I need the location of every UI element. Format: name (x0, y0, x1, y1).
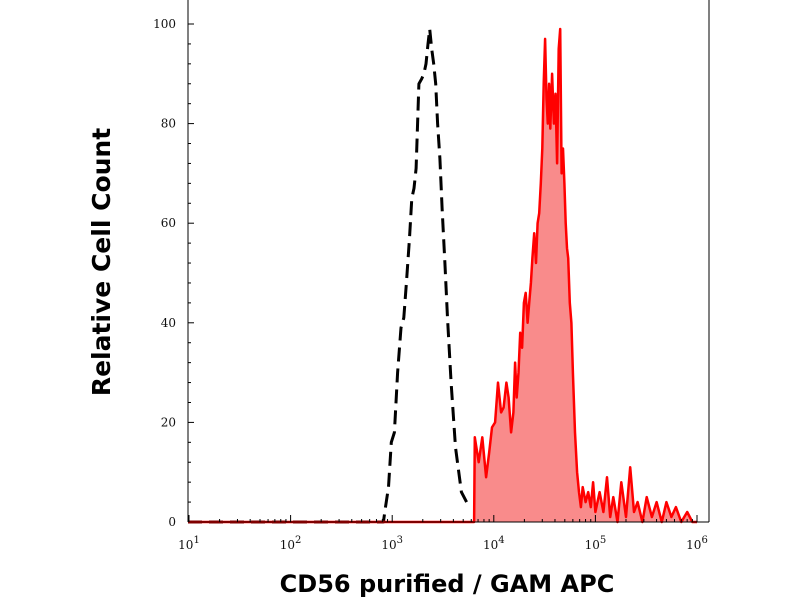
y-tick-label: 80 (161, 117, 176, 131)
series-line-0 (188, 27, 468, 524)
x-tick-label: 103 (381, 535, 403, 552)
y-tick-label: 0 (168, 515, 176, 529)
y-tick-label: 100 (153, 17, 176, 31)
y-tick-label: 20 (161, 415, 176, 429)
ticks-layer: 0 20 40 60 80 100 101 102 103 104 105 106 (153, 17, 708, 552)
x-tick-label: 106 (686, 535, 708, 552)
y-axis-title: Relative Cell Count (87, 128, 116, 396)
x-axis-title: CD56 purified / GAM APC (280, 570, 615, 598)
y-tick-label: 40 (161, 316, 176, 330)
series-line-1 (188, 27, 697, 524)
x-tick-label: 105 (585, 535, 607, 552)
x-tick-label: 102 (280, 535, 302, 552)
axes-layer (187, 0, 710, 523)
series-fill-1 (188, 29, 697, 522)
x-tick-label: 104 (483, 535, 505, 552)
x-tick-label: 101 (178, 535, 200, 552)
y-tick-label: 60 (161, 216, 176, 230)
series-layer (188, 27, 697, 524)
